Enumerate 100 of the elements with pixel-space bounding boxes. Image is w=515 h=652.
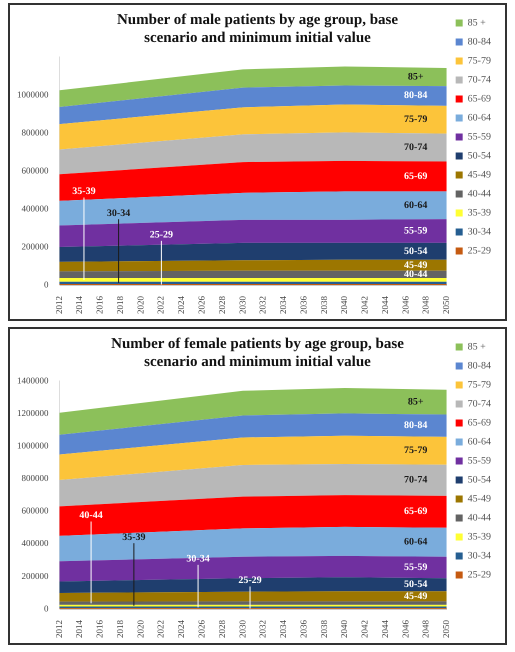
legend-label: 45-49 bbox=[468, 494, 492, 505]
legend-label: 85 + bbox=[468, 342, 486, 353]
y-tick-label: 800000 bbox=[22, 473, 49, 484]
annotation: 45-49 bbox=[404, 260, 428, 271]
y-tick-label: 400000 bbox=[22, 538, 49, 548]
x-tick-label: 2042 bbox=[360, 620, 370, 638]
annotation: 65-69 bbox=[404, 170, 428, 182]
x-tick-label: 2038 bbox=[318, 296, 329, 314]
x-tick-label: 2012 bbox=[54, 296, 64, 314]
legend-label: 30-34 bbox=[468, 226, 492, 238]
x-tick-label: 2038 bbox=[318, 620, 329, 638]
x-tick-label: 2014 bbox=[74, 296, 84, 314]
legend-label: 85 + bbox=[468, 18, 486, 29]
annotation: 40-44 bbox=[79, 510, 103, 522]
legend-label: 35-39 bbox=[468, 532, 492, 543]
x-tick-label: 2036 bbox=[298, 296, 308, 314]
x-tick-label: 2048 bbox=[420, 296, 431, 314]
annotation: 80-84 bbox=[404, 90, 428, 102]
y-tick-label: 1200000 bbox=[17, 408, 49, 418]
y-tick-label: 0 bbox=[44, 603, 49, 614]
legend-label: 55-59 bbox=[468, 456, 492, 467]
x-tick-label: 2022 bbox=[156, 296, 166, 314]
x-tick-label: 2016 bbox=[94, 620, 105, 638]
legend-label: 45-49 bbox=[468, 170, 492, 181]
chart-title: Number of male patients by age group, base scenario and minimum initial value bbox=[116, 12, 398, 46]
y-tick-label: 600000 bbox=[22, 165, 49, 176]
annotation: 60-64 bbox=[404, 536, 428, 548]
y-tick-label: 200000 bbox=[22, 241, 49, 252]
x-tick-label: 2040 bbox=[339, 620, 350, 638]
legend-label: 70-74 bbox=[468, 398, 492, 410]
x-tick-label: 2016 bbox=[94, 296, 105, 314]
x-tick-label: 2028 bbox=[216, 620, 227, 638]
legend-label: 40-44 bbox=[468, 188, 492, 200]
x-tick-label: 2020 bbox=[135, 620, 146, 638]
y-tick-label: 800000 bbox=[22, 127, 49, 138]
legend-label: 50-54 bbox=[468, 150, 492, 162]
annotation: 40-44 bbox=[404, 268, 428, 280]
annotation: 55-59 bbox=[404, 226, 428, 237]
annotation: 70-74 bbox=[404, 142, 428, 153]
y-tick-label: 400000 bbox=[22, 203, 49, 214]
x-tick-label: 2036 bbox=[298, 620, 308, 638]
y-tick-label: 1000000 bbox=[17, 440, 49, 450]
legend-label: 65-69 bbox=[468, 94, 492, 105]
legend-label: 65-69 bbox=[468, 418, 492, 429]
x-tick-label: 2050 bbox=[441, 620, 452, 638]
x-tick-label: 2024 bbox=[176, 620, 186, 638]
annotation: 25-29 bbox=[238, 575, 262, 586]
legend-label: 25-29 bbox=[468, 570, 492, 581]
legend-label: 25-29 bbox=[468, 246, 492, 257]
x-tick-label: 2024 bbox=[176, 296, 186, 314]
annotation: 65-69 bbox=[404, 506, 428, 518]
x-tick-label: 2028 bbox=[216, 296, 227, 314]
x-tick-label: 2044 bbox=[380, 296, 390, 314]
annotation: 25-29 bbox=[150, 229, 174, 240]
x-tick-label: 2046 bbox=[400, 620, 410, 638]
chart-title: Number of female patients by age group, base scenario and minimum initial value bbox=[111, 336, 404, 370]
legend-label: 40-44 bbox=[468, 512, 492, 524]
y-tick-label: 0 bbox=[44, 279, 49, 290]
annotation: 60-64 bbox=[404, 200, 428, 211]
x-tick-label: 2026 bbox=[196, 296, 206, 314]
legend-label: 35-39 bbox=[468, 208, 492, 219]
x-tick-label: 2012 bbox=[54, 620, 64, 638]
x-tick-label: 2046 bbox=[400, 296, 410, 314]
legend-label: 75-79 bbox=[468, 56, 492, 67]
x-tick-label: 2030 bbox=[237, 620, 248, 638]
y-tick-label: 1000000 bbox=[17, 89, 49, 100]
y-tick-label: 600000 bbox=[22, 506, 49, 516]
x-tick-label: 2022 bbox=[156, 620, 166, 638]
x-tick-label: 2026 bbox=[196, 620, 206, 638]
legend-label: 75-79 bbox=[468, 380, 492, 391]
x-tick-label: 2018 bbox=[114, 296, 125, 314]
annotation: 85+ bbox=[408, 71, 424, 82]
x-tick-label: 2032 bbox=[258, 296, 268, 314]
x-tick-label: 2042 bbox=[360, 296, 370, 314]
annotation: 30-34 bbox=[106, 208, 130, 219]
y-tick-label: 1400000 bbox=[17, 375, 49, 386]
legend-label: 80-84 bbox=[468, 36, 492, 48]
annotation: 75-79 bbox=[404, 445, 428, 456]
x-tick-label: 2048 bbox=[420, 620, 431, 638]
annotation: 85+ bbox=[408, 396, 424, 408]
legend-label: 50-54 bbox=[468, 474, 492, 486]
legend-label: 60-64 bbox=[468, 112, 492, 124]
legend-label: 60-64 bbox=[468, 436, 492, 448]
x-tick-label: 2030 bbox=[237, 296, 248, 314]
legend-label: 30-34 bbox=[468, 550, 492, 562]
annotation: 35-39 bbox=[72, 186, 96, 198]
x-tick-label: 2020 bbox=[135, 296, 146, 314]
legend-label: 80-84 bbox=[468, 360, 492, 372]
x-tick-label: 2032 bbox=[258, 620, 268, 638]
x-tick-label: 2034 bbox=[278, 620, 288, 638]
legend-label: 55-59 bbox=[468, 132, 492, 143]
annotation: 80-84 bbox=[404, 420, 428, 431]
annotation: 50-54 bbox=[404, 579, 428, 590]
annotation: 70-74 bbox=[404, 474, 428, 486]
annotation: 55-59 bbox=[404, 562, 428, 573]
y-tick-label: 200000 bbox=[22, 570, 49, 581]
annotation: 45-49 bbox=[404, 590, 428, 602]
x-tick-label: 2040 bbox=[339, 296, 350, 314]
x-tick-label: 2014 bbox=[74, 620, 84, 638]
x-tick-label: 2034 bbox=[278, 296, 288, 314]
